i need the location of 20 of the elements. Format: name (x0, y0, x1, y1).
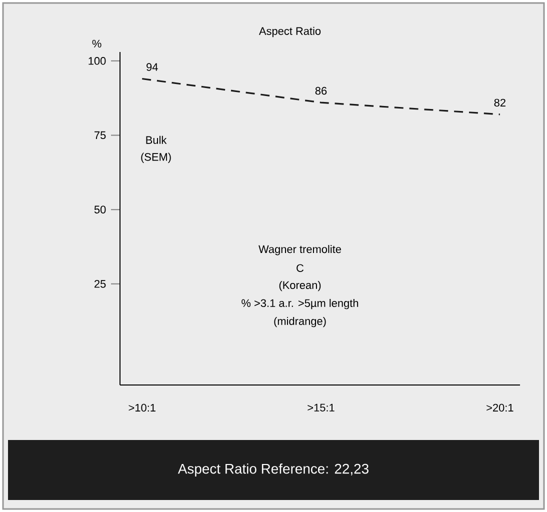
annotation: (SEM) (141, 152, 171, 163)
x-tick-label: >20:1 (486, 404, 514, 412)
annotation: % >3.1 a.r. >5µm length (242, 298, 358, 310)
annotation: (Korean) (279, 280, 321, 292)
data-label: 86 (315, 86, 327, 95)
data-label: 94 (146, 63, 158, 71)
x-tick-label: >15:1 (308, 404, 334, 412)
y-tick-label: 25 (94, 280, 106, 288)
data-label: 82 (494, 98, 506, 107)
y-tick-label: 75 (94, 131, 106, 140)
x-tick-label: >10:1 (128, 404, 156, 412)
y-tick-label: 100 (88, 57, 106, 65)
annotation: (midrange) (274, 316, 326, 328)
annotation: C (296, 264, 304, 272)
annotation: Bulk (146, 136, 167, 144)
text: Aspect Ratio Reference: 22,23 (178, 463, 368, 476)
y-axis-title: % (92, 40, 102, 48)
annotation: Wagner tremolite (258, 245, 342, 256)
y-tick-label: 50 (94, 206, 106, 214)
chart-title: Aspect Ratio (258, 26, 321, 38)
